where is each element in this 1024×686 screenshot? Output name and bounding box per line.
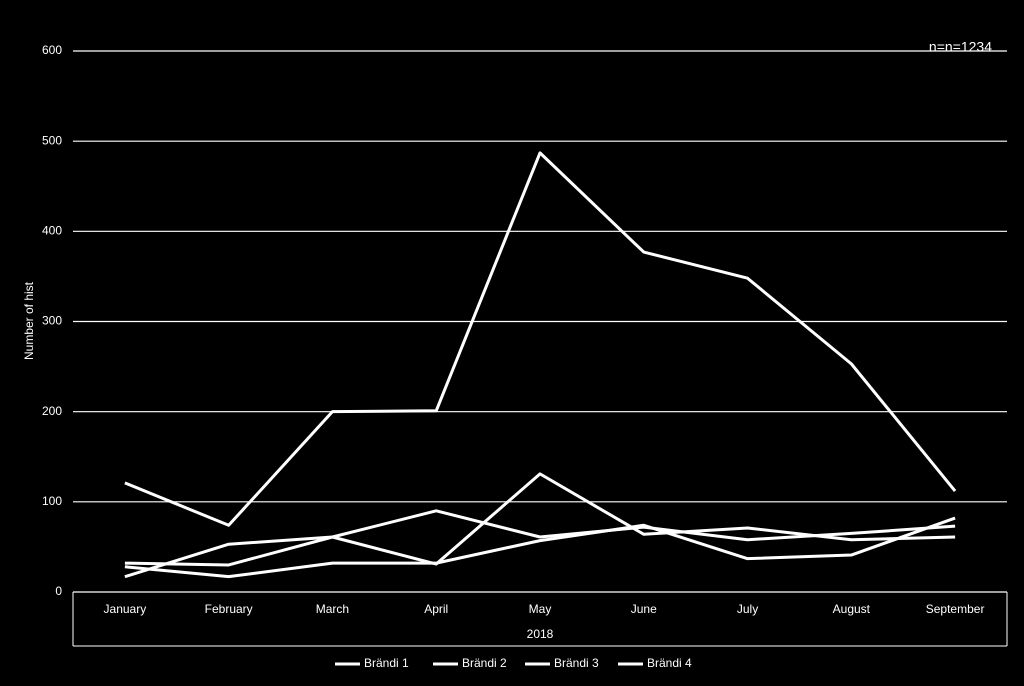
x-tick-label: January bbox=[104, 602, 147, 616]
annotation: n=n=1234 bbox=[929, 39, 992, 55]
x-tick-label: March bbox=[316, 602, 349, 616]
x-tick-label: April bbox=[424, 602, 448, 616]
x-tick-label: June bbox=[631, 602, 657, 616]
y-tick-label: 400 bbox=[42, 224, 62, 238]
y-tick-label: 0 bbox=[55, 584, 62, 598]
y-tick-label: 100 bbox=[42, 494, 62, 508]
y-tick-label: 200 bbox=[42, 404, 62, 418]
legend-label: Brändi 3 bbox=[554, 656, 599, 670]
series-line bbox=[124, 472, 956, 567]
legend-label: Brändi 4 bbox=[647, 656, 692, 670]
y-tick-label: 500 bbox=[42, 133, 62, 147]
legend-label: Brändi 1 bbox=[364, 656, 409, 670]
y-tick-label: 600 bbox=[42, 43, 62, 57]
x-group-label: 2018 bbox=[527, 627, 554, 641]
series-line bbox=[124, 151, 957, 527]
series-line bbox=[124, 516, 956, 579]
x-tick-label: August bbox=[833, 602, 871, 616]
legend-label: Brändi 2 bbox=[462, 656, 507, 670]
x-tick-label: September bbox=[926, 602, 985, 616]
x-tick-label: February bbox=[205, 602, 253, 616]
x-tick-label: May bbox=[529, 602, 552, 616]
x-tick-label: July bbox=[737, 602, 758, 616]
y-tick-label: 300 bbox=[42, 314, 62, 328]
series-line bbox=[124, 509, 956, 579]
y-axis-label: Number of hist bbox=[22, 281, 36, 360]
